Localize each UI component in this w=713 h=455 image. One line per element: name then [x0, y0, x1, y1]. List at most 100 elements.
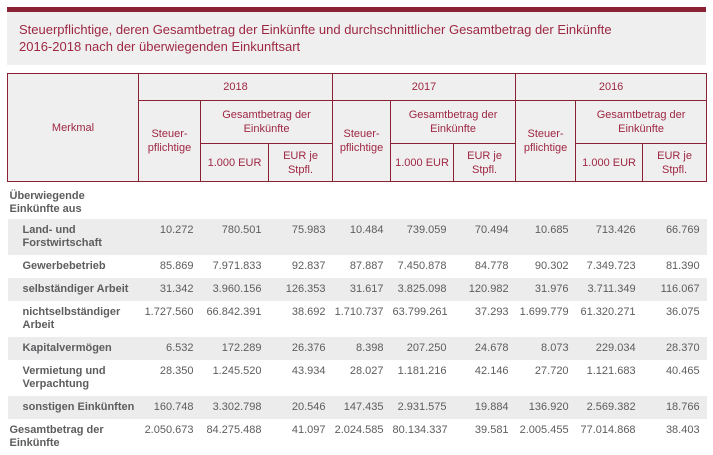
- section-row: Überwiegende Einkünfte aus: [8, 182, 707, 220]
- cell-value: 31.976: [516, 278, 576, 301]
- cell-value: 87.887: [333, 255, 391, 278]
- cell-value: 2.024.585: [333, 419, 391, 455]
- cell-value: 38.692: [269, 301, 333, 337]
- cell-value: 1.245.520: [201, 360, 269, 396]
- cell-value: 27.720: [516, 360, 576, 396]
- column-header-1000eur-2018: 1.000 EUR: [201, 144, 269, 182]
- cell-value: 10.484: [333, 219, 391, 255]
- table-row: Kapitalvermögen 6.532 172.289 26.376 8.3…: [8, 337, 707, 360]
- cell-value: 81.390: [643, 255, 707, 278]
- column-header-year-2017: 2017: [333, 74, 516, 101]
- cell-value: 136.920: [516, 396, 576, 419]
- cell-value: 7.971.833: [201, 255, 269, 278]
- cell-value: 40.465: [643, 360, 707, 396]
- cell-value: 90.302: [516, 255, 576, 278]
- cell-value: 28.370: [643, 337, 707, 360]
- cell-value: 10.272: [139, 219, 201, 255]
- cell-value: 713.426: [576, 219, 643, 255]
- cell-value: 120.982: [454, 278, 516, 301]
- cell-value: 116.067: [643, 278, 707, 301]
- cell-value: 39.581: [454, 419, 516, 455]
- column-header-gesamtbetrag-2017: Gesamtbetrag der Einkünfte: [391, 101, 516, 144]
- section-heading: Überwiegende Einkünfte aus: [8, 182, 707, 220]
- cell-value: 66.842.391: [201, 301, 269, 337]
- cell-value: 1.699.779: [516, 301, 576, 337]
- cell-value: 1.181.216: [391, 360, 454, 396]
- cell-value: 80.134.337: [391, 419, 454, 455]
- row-label: Vermietung und Verpachtung: [8, 360, 139, 396]
- column-header-eurjestpfl-2017: EUR je Stpfl.: [454, 144, 516, 182]
- cell-value: 2.569.382: [576, 396, 643, 419]
- column-header-year-2018: 2018: [139, 74, 333, 101]
- cell-value: 84.778: [454, 255, 516, 278]
- row-label: sonstigen Einkünften: [8, 396, 139, 419]
- table-row: nichtselbständiger Arbeit 1.727.560 66.8…: [8, 301, 707, 337]
- cell-value: 10.685: [516, 219, 576, 255]
- cell-value: 172.289: [201, 337, 269, 360]
- page-title-line-2: 2016-2018 nach der überwiegenden Einkunf…: [19, 38, 694, 55]
- cell-value: 28.350: [139, 360, 201, 396]
- cell-value: 61.320.271: [576, 301, 643, 337]
- column-header-gesamtbetrag-2016: Gesamtbetrag der Einkünfte: [576, 101, 707, 144]
- cell-value: 2.931.575: [391, 396, 454, 419]
- cell-value: 3.302.798: [201, 396, 269, 419]
- cell-value: 66.769: [643, 219, 707, 255]
- cell-value: 85.869: [139, 255, 201, 278]
- cell-value: 28.027: [333, 360, 391, 396]
- column-header-gesamtbetrag-2018: Gesamtbetrag der Einkünfte: [201, 101, 333, 144]
- row-label: nichtselbständiger Arbeit: [8, 301, 139, 337]
- table-row: selbständiger Arbeit 31.342 3.960.156 12…: [8, 278, 707, 301]
- cell-value: 3.960.156: [201, 278, 269, 301]
- cell-value: 7.349.723: [576, 255, 643, 278]
- cell-value: 42.146: [454, 360, 516, 396]
- row-label: selbständiger Arbeit: [8, 278, 139, 301]
- column-header-eurjestpfl-2016: EUR je Stpfl.: [643, 144, 707, 182]
- cell-value: 8.073: [516, 337, 576, 360]
- cell-value: 1.727.560: [139, 301, 201, 337]
- column-header-1000eur-2017: 1.000 EUR: [391, 144, 454, 182]
- cell-value: 31.342: [139, 278, 201, 301]
- table-row: sonstigen Einkünften 160.748 3.302.798 2…: [8, 396, 707, 419]
- cell-value: 63.799.261: [391, 301, 454, 337]
- cell-value: 24.678: [454, 337, 516, 360]
- table-row: Vermietung und Verpachtung 28.350 1.245.…: [8, 360, 707, 396]
- table-header: Merkmal 2018 2017 2016 Steuer-pflichtige…: [8, 74, 707, 182]
- cell-value: 1.710.737: [333, 301, 391, 337]
- total-row: Gesamtbetrag der Einkünfte 2.050.673 84.…: [8, 419, 707, 455]
- cell-value: 6.532: [139, 337, 201, 360]
- cell-value: 739.059: [391, 219, 454, 255]
- cell-value: 3.711.349: [576, 278, 643, 301]
- cell-value: 41.097: [269, 419, 333, 455]
- cell-value: 1.121.683: [576, 360, 643, 396]
- cell-value: 77.014.868: [576, 419, 643, 455]
- row-label: Kapitalvermögen: [8, 337, 139, 360]
- cell-value: 75.983: [269, 219, 333, 255]
- cell-value: 18.766: [643, 396, 707, 419]
- cell-value: 3.825.098: [391, 278, 454, 301]
- cell-value: 160.748: [139, 396, 201, 419]
- row-label: Land- und Forstwirtschaft: [8, 219, 139, 255]
- cell-value: 147.435: [333, 396, 391, 419]
- cell-value: 207.250: [391, 337, 454, 360]
- cell-value: 38.403: [643, 419, 707, 455]
- row-label: Gewerbebetrieb: [8, 255, 139, 278]
- cell-value: 19.884: [454, 396, 516, 419]
- cell-value: 84.275.488: [201, 419, 269, 455]
- cell-value: 2.050.673: [139, 419, 201, 455]
- column-header-merkmal: Merkmal: [8, 74, 139, 182]
- cell-value: 92.837: [269, 255, 333, 278]
- cell-value: 70.494: [454, 219, 516, 255]
- cell-value: 31.617: [333, 278, 391, 301]
- cell-value: 2.005.455: [516, 419, 576, 455]
- cell-value: 37.293: [454, 301, 516, 337]
- cell-value: 780.501: [201, 219, 269, 255]
- cell-value: 20.546: [269, 396, 333, 419]
- statistics-table: Merkmal 2018 2017 2016 Steuer-pflichtige…: [7, 73, 707, 455]
- cell-value: 8.398: [333, 337, 391, 360]
- title-box: Steuerpflichtige, deren Gesamtbetrag der…: [7, 7, 706, 65]
- cell-value: 26.376: [269, 337, 333, 360]
- table-body: Überwiegende Einkünfte aus Land- und For…: [8, 182, 707, 455]
- column-header-1000eur-2016: 1.000 EUR: [576, 144, 643, 182]
- column-header-steuerpflichtige-2017: Steuer-pflichtige: [333, 101, 391, 182]
- table-row: Land- und Forstwirtschaft 10.272 780.501…: [8, 219, 707, 255]
